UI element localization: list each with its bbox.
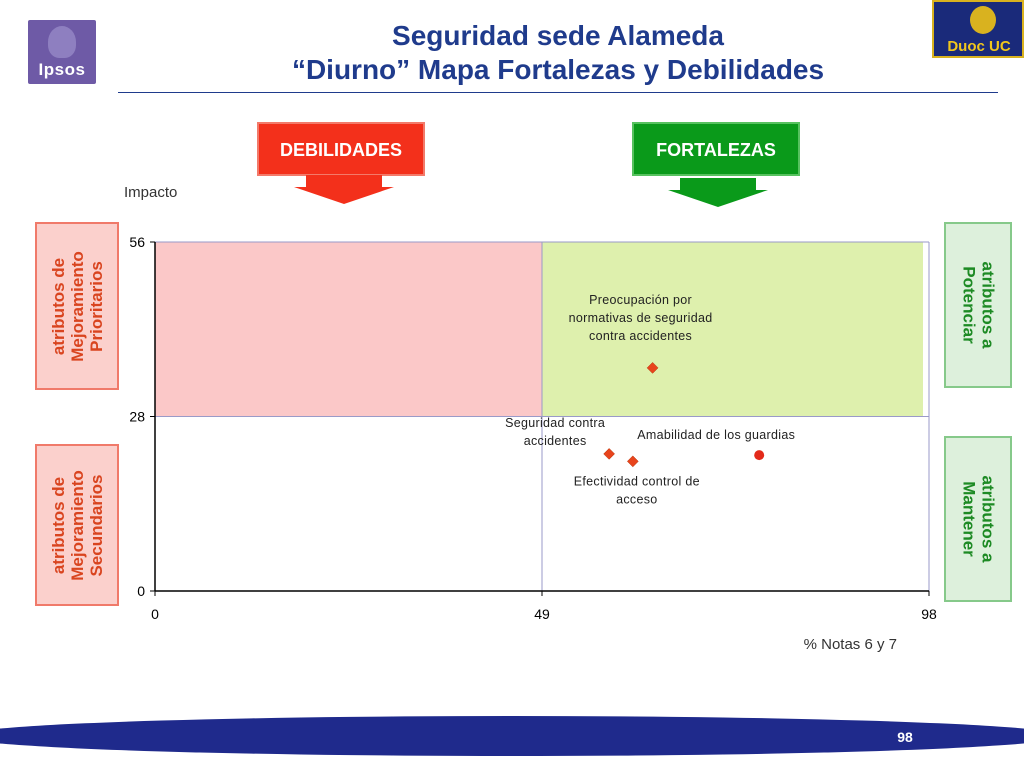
- chart-ticks: 0 28 56 0 49 98: [129, 234, 937, 622]
- ipsos-head-icon: [48, 26, 76, 58]
- fortalezas-arrow-icon: [668, 178, 768, 207]
- x-tick-label: 49: [534, 606, 550, 622]
- ipsos-logo-text: Ipsos: [38, 60, 86, 79]
- data-point-label: accidentes: [524, 434, 587, 448]
- data-point-label: contra accidentes: [589, 329, 692, 343]
- data-point-label: Seguridad contra: [505, 416, 605, 430]
- page-subtitle: “Diurno” Mapa Fortalezas y Debilidades: [291, 54, 825, 85]
- quadrant-top-left: [155, 242, 542, 417]
- data-point-label: Efectividad control de: [574, 474, 700, 488]
- title-divider: [118, 92, 998, 93]
- right-bottom-box: atributos a Mantener: [944, 436, 1012, 602]
- scatter-chart: 0 28 56 0 49 98 Preocupación por normativas de…: [124, 184, 937, 653]
- y-tick-label: 28: [129, 409, 145, 425]
- data-point-label: acceso: [616, 492, 657, 506]
- left-bottom-box: atributos de Mejoramiento Secundarios: [35, 444, 119, 606]
- quadrant-top-right: [542, 242, 923, 417]
- duoc-logo-text: Duoc UC: [947, 38, 1011, 55]
- data-point-label: Amabilidad de los guardias: [637, 428, 795, 442]
- page-number: 98: [897, 729, 913, 745]
- data-point: [646, 362, 659, 374]
- data-point-label: normativas de seguridad: [569, 311, 713, 325]
- footer-band: [0, 716, 1024, 756]
- duoc-seal-icon: [968, 4, 998, 36]
- y-axis-label: Impacto: [124, 184, 177, 201]
- left-top-box: atributos de Mejoramiento Prioritarios: [35, 222, 119, 390]
- data-point: [754, 450, 765, 461]
- x-axis-label: % Notas 6 y 7: [804, 636, 897, 653]
- page-title: Seguridad sede Alameda: [392, 20, 724, 51]
- right-top-box: atributos a Potenciar: [944, 222, 1012, 388]
- ipsos-logo: Ipsos: [28, 20, 96, 84]
- duoc-logo: Duoc UC: [932, 0, 1024, 58]
- x-tick-label: 98: [921, 606, 937, 622]
- data-point: [626, 455, 639, 468]
- chart-grid: [155, 241, 930, 591]
- x-tick-label: 0: [151, 606, 159, 622]
- data-point: [603, 448, 615, 460]
- debilidades-arrow-icon: [294, 175, 394, 204]
- y-tick-label: 56: [129, 234, 145, 250]
- debilidades-banner: DEBILIDADES: [257, 122, 425, 176]
- y-tick-label: 0: [137, 583, 145, 599]
- data-point-label: Preocupación por: [589, 293, 692, 307]
- fortalezas-banner: FORTALEZAS: [632, 122, 800, 176]
- chart-points: Preocupación por normativas de seguridad c…: [505, 293, 795, 506]
